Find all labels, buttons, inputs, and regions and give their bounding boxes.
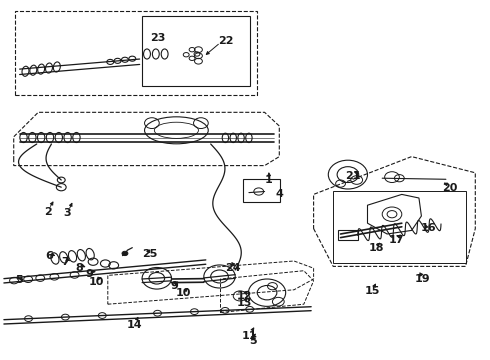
Text: 2: 2 xyxy=(44,207,51,217)
Bar xyxy=(15,11,257,95)
Text: 15: 15 xyxy=(365,286,380,296)
Text: 19: 19 xyxy=(415,274,430,284)
Text: 22: 22 xyxy=(218,36,233,46)
Text: 17: 17 xyxy=(389,235,405,246)
Text: 14: 14 xyxy=(127,320,143,330)
Text: 24: 24 xyxy=(225,263,241,273)
Circle shape xyxy=(122,251,128,256)
Text: 25: 25 xyxy=(142,249,157,259)
Text: 18: 18 xyxy=(368,243,384,253)
Text: 11: 11 xyxy=(242,330,258,341)
Text: 23: 23 xyxy=(150,33,166,43)
Bar xyxy=(243,179,280,202)
Bar xyxy=(333,191,466,263)
Text: 10: 10 xyxy=(88,276,104,287)
Text: 5: 5 xyxy=(15,275,23,285)
Text: 7: 7 xyxy=(61,257,69,267)
Text: 4: 4 xyxy=(275,189,283,199)
Text: 1: 1 xyxy=(265,175,272,185)
Text: 12: 12 xyxy=(236,291,252,301)
Text: 21: 21 xyxy=(345,171,361,181)
Text: 6: 6 xyxy=(45,251,53,261)
Text: 8: 8 xyxy=(75,263,83,273)
Text: 9: 9 xyxy=(171,281,178,291)
Text: 10: 10 xyxy=(176,288,192,298)
Text: 5: 5 xyxy=(249,336,257,346)
Text: 16: 16 xyxy=(421,222,437,233)
Text: 9: 9 xyxy=(86,269,94,279)
Text: 3: 3 xyxy=(64,208,72,219)
Text: 13: 13 xyxy=(236,298,252,308)
Bar xyxy=(142,16,250,86)
Text: 20: 20 xyxy=(442,183,458,193)
